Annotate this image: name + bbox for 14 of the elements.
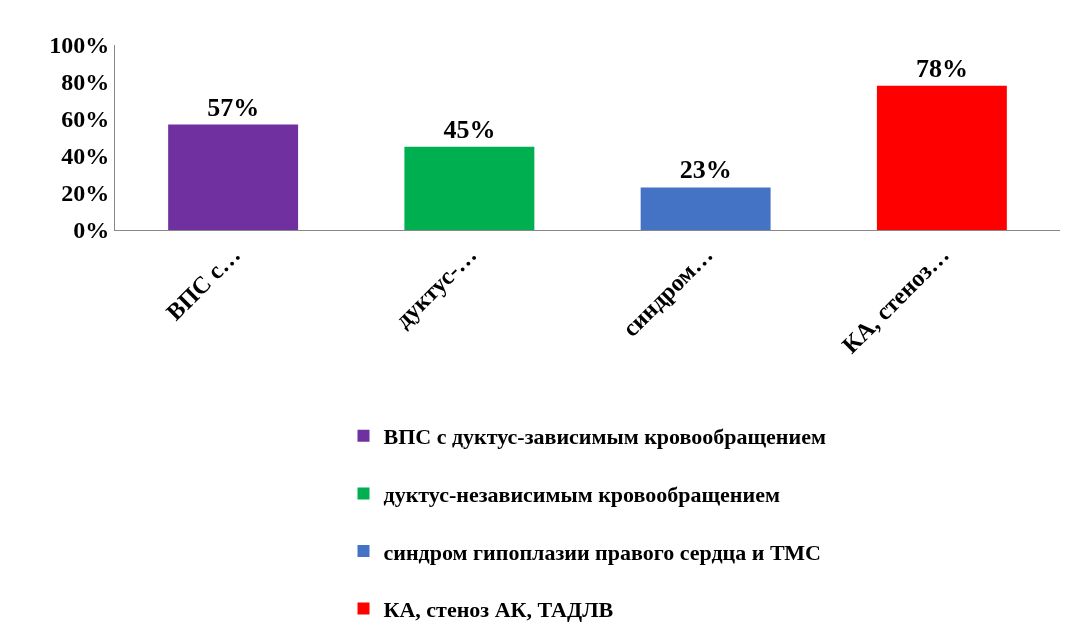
legend-label: дуктус-независимым кровообращением <box>383 481 780 507</box>
legend-label: синдром гипоплазии правого сердца и ТМС <box>383 539 821 565</box>
legend-label: ВПС с дуктус-зависимым кровообращением <box>383 424 826 450</box>
data-label: 45% <box>443 114 496 144</box>
y-tick-label: 100% <box>49 32 110 59</box>
legend-label: КА, стеноз АК, ТАДЛВ <box>383 597 614 623</box>
data-label: 57% <box>207 92 260 122</box>
y-tick-label: 40% <box>61 143 110 170</box>
y-tick-label: 80% <box>61 69 110 96</box>
data-label: 23% <box>679 155 732 185</box>
y-tick-label: 20% <box>61 180 110 207</box>
y-tick-label: 0% <box>73 217 110 244</box>
data-label: 78% <box>915 53 968 83</box>
y-tick-label: 60% <box>61 106 110 133</box>
